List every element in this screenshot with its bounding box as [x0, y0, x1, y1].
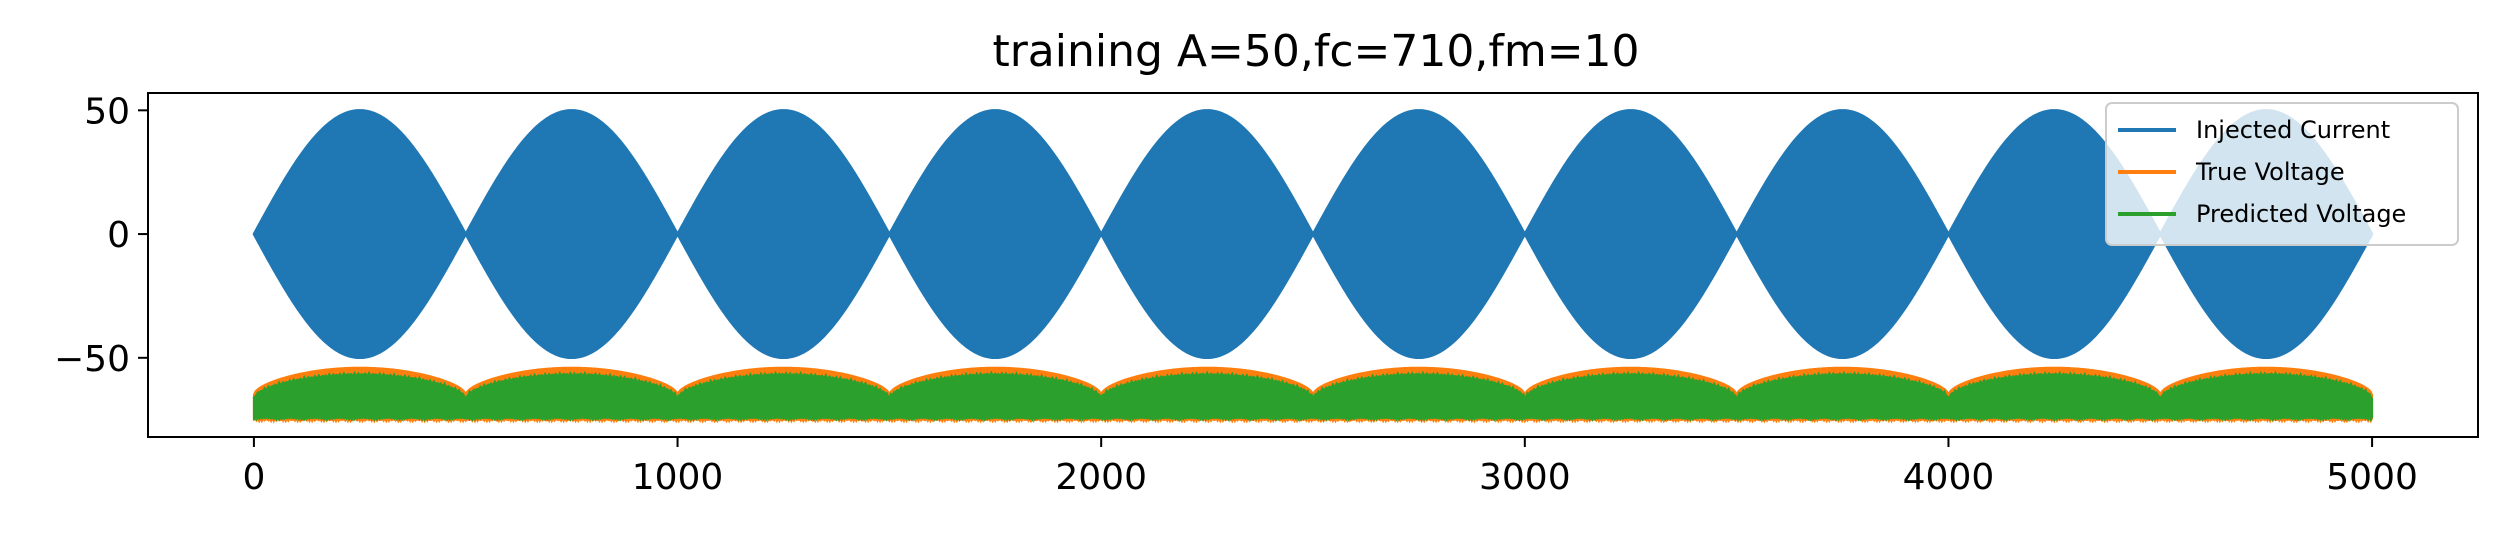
x-tick-label: 1000 — [632, 457, 724, 498]
x-tick-label: 3000 — [1479, 457, 1571, 498]
x-tick-label: 4000 — [1903, 457, 1995, 498]
series-layer — [252, 109, 2374, 424]
legend-box — [2105, 102, 2459, 246]
y-tick-label: 0 — [107, 215, 130, 256]
legend: Injected Current True Voltage Predicted Vo… — [2105, 102, 2459, 246]
y-tick-label: 50 — [84, 91, 130, 132]
series-injected-current — [252, 109, 2374, 360]
y-tick-label: −50 — [54, 339, 130, 380]
legend-label: True Voltage — [2195, 158, 2345, 186]
x-tick-label: 2000 — [1055, 457, 1147, 498]
plot-frame — [147, 92, 2479, 438]
legend-label: Injected Current — [2196, 116, 2390, 144]
x-tick-label: 0 — [242, 457, 265, 498]
x-axis: 0 1000 2000 3000 4000 5000 — [242, 437, 2418, 498]
y-axis: 50 0 −50 — [54, 91, 148, 380]
legend-label: Predicted Voltage — [2196, 200, 2406, 228]
series-predicted-voltage — [252, 370, 2374, 422]
chart-title: training A=50,fc=710,fm=10 — [992, 26, 1639, 77]
x-tick-label: 5000 — [2326, 457, 2418, 498]
